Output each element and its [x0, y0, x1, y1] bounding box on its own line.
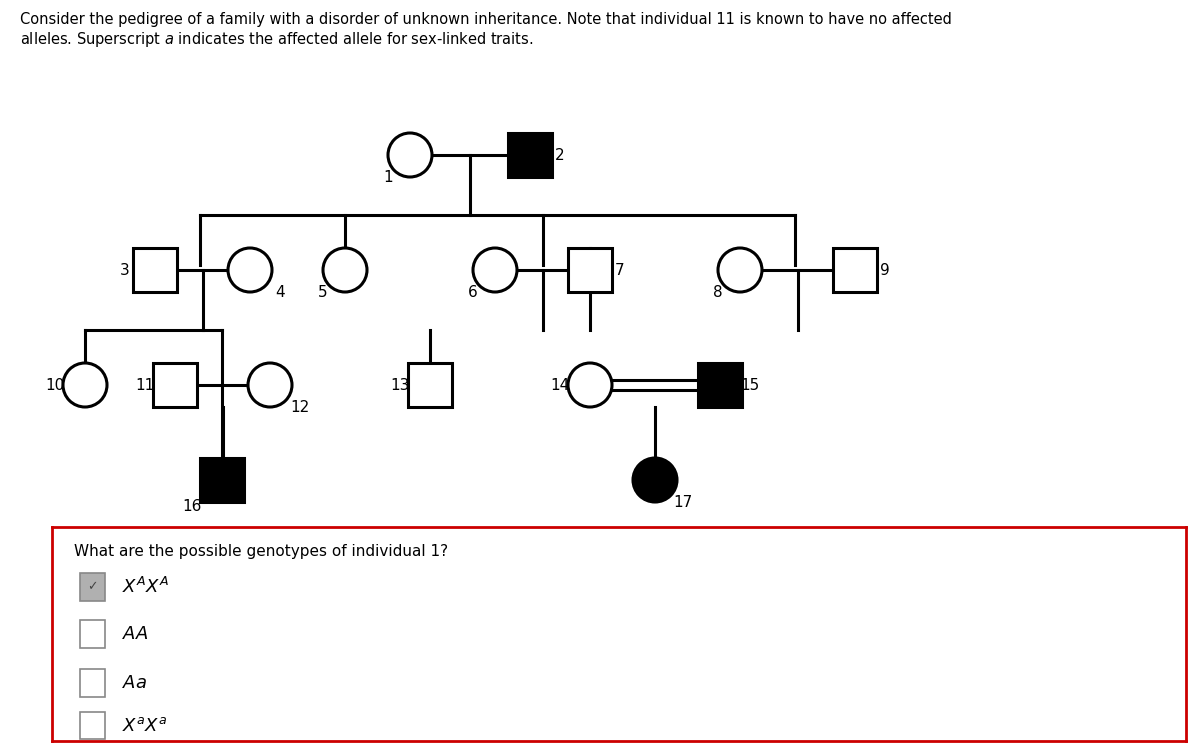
- Bar: [833, 248, 877, 292]
- Bar: [568, 248, 612, 292]
- Text: 3: 3: [120, 263, 130, 278]
- Text: ✓: ✓: [88, 580, 97, 593]
- Text: 1: 1: [383, 170, 392, 185]
- Text: $X^AX^A$: $X^AX^A$: [122, 577, 169, 597]
- Bar: [133, 248, 178, 292]
- Bar: [408, 363, 452, 407]
- FancyBboxPatch shape: [80, 573, 104, 601]
- Text: 11: 11: [136, 378, 155, 393]
- Circle shape: [718, 248, 762, 292]
- Text: 6: 6: [468, 284, 478, 299]
- Text: $Aa$: $Aa$: [122, 674, 148, 692]
- Text: Consider the pedigree of a family with a disorder of unknown inheritance. Note t: Consider the pedigree of a family with a…: [20, 12, 953, 49]
- Bar: [200, 458, 244, 502]
- FancyBboxPatch shape: [80, 669, 104, 697]
- Text: 10: 10: [46, 378, 65, 393]
- Text: 17: 17: [673, 494, 692, 509]
- Text: 5: 5: [318, 284, 328, 299]
- Text: 2: 2: [556, 147, 565, 162]
- Circle shape: [64, 363, 107, 407]
- Circle shape: [634, 458, 677, 502]
- Bar: [154, 363, 197, 407]
- FancyBboxPatch shape: [80, 712, 104, 740]
- Text: What are the possible genotypes of individual 1?: What are the possible genotypes of indiv…: [74, 545, 449, 560]
- Text: 16: 16: [182, 498, 202, 513]
- Text: 12: 12: [290, 399, 310, 414]
- Circle shape: [323, 248, 367, 292]
- FancyBboxPatch shape: [80, 620, 104, 648]
- Text: $X^aX^a$: $X^aX^a$: [122, 717, 167, 735]
- Text: 9: 9: [880, 263, 890, 278]
- Text: 14: 14: [551, 378, 570, 393]
- Text: 13: 13: [390, 378, 409, 393]
- Circle shape: [228, 248, 272, 292]
- Text: 15: 15: [740, 378, 760, 393]
- Text: 7: 7: [616, 263, 625, 278]
- Text: $AA$: $AA$: [122, 625, 149, 643]
- Circle shape: [473, 248, 517, 292]
- Circle shape: [248, 363, 292, 407]
- Bar: [698, 363, 742, 407]
- Text: 4: 4: [275, 284, 284, 299]
- Text: 8: 8: [713, 284, 722, 299]
- Bar: [508, 133, 552, 177]
- Circle shape: [388, 133, 432, 177]
- Circle shape: [568, 363, 612, 407]
